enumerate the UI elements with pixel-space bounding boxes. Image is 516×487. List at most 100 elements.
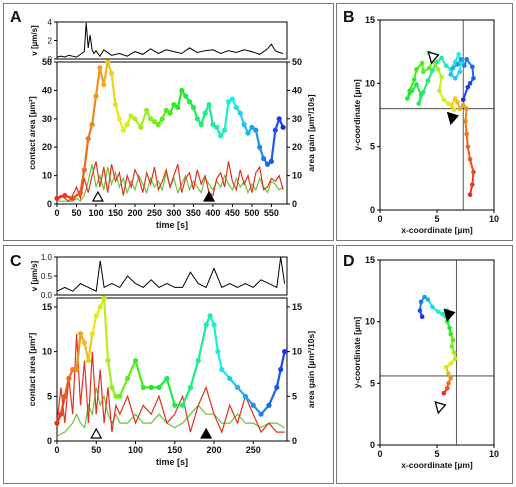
panel-label-a: A <box>10 9 22 26</box>
a-area-gain-red-series <box>56 161 284 203</box>
c-contact-area-point <box>211 322 217 328</box>
b-marker-open <box>427 51 440 65</box>
a-contact-area-point <box>147 116 154 122</box>
c-xtick-label: 150 <box>167 445 182 455</box>
c-marker-open <box>90 427 103 439</box>
b-trajectory-point <box>414 67 419 72</box>
d-trajectory-point <box>449 344 455 349</box>
c-contact-area-segment <box>275 369 282 388</box>
d-trajectory-point <box>441 390 447 396</box>
d-trajectory-point <box>448 376 453 381</box>
a-xtick-label: 300 <box>166 208 181 218</box>
a-contact-area-point <box>132 116 138 122</box>
a-xtick-label: 100 <box>88 208 103 218</box>
a-contact-area-point <box>151 119 158 125</box>
a-ytick-left-label: 50 <box>42 57 52 67</box>
a-contact-area-point <box>225 99 232 105</box>
c-velocity-ytick-label: 0.5 <box>41 272 53 281</box>
c-area-gain-red-series <box>56 333 285 434</box>
a-contact-area-point <box>175 104 181 111</box>
panel-b-frame <box>336 3 513 241</box>
b-trajectory-point <box>464 56 469 62</box>
c-contact-area-point <box>58 411 64 417</box>
d-marker-open <box>434 401 447 415</box>
d-ytick-label: 0 <box>370 440 375 450</box>
a-contact-area-point <box>272 127 278 133</box>
panel-label-c: C <box>10 253 22 270</box>
a-contact-area-point <box>69 195 76 201</box>
a-contact-area-point <box>155 121 161 128</box>
a-xtick-label: 350 <box>186 208 201 218</box>
a-contact-area-segment <box>223 101 230 131</box>
c-contact-area-point <box>148 384 154 390</box>
a-contact-area-point <box>190 104 197 111</box>
a-xtick-label: 450 <box>225 208 240 218</box>
b-trajectory-point <box>465 84 471 90</box>
a-contact-area-point <box>163 107 169 113</box>
a-xtick-label: 250 <box>147 208 162 218</box>
c-contact-area-point <box>207 313 213 319</box>
a-ytick-left-label: 0 <box>47 199 52 209</box>
a-contact-area-point <box>179 87 185 93</box>
a-contact-area-point <box>138 124 144 130</box>
c-xtick-label: 100 <box>128 445 143 455</box>
a-xtick-label: 500 <box>244 208 259 218</box>
d-ytick-label: 15 <box>365 255 375 265</box>
a-contact-area-segment <box>94 67 101 97</box>
d-xlabel: x-coordinate [µm] <box>401 460 473 470</box>
panel-label-d: D <box>343 253 355 270</box>
b-trajectory-point <box>467 192 473 198</box>
b-trajectory-point <box>446 101 451 106</box>
a-contact-area-point <box>54 195 60 201</box>
b-trajectory-point <box>439 74 444 80</box>
a-contact-area-point <box>214 124 220 130</box>
c-contact-area-segment <box>267 386 278 406</box>
c-velocity-ytick-label: 1.0 <box>41 253 53 262</box>
a-ytick-right-label: 30 <box>292 114 302 124</box>
a-contact-area-point <box>81 167 87 173</box>
b-trajectory-point <box>465 144 471 149</box>
c-ytick-left-label: 5 <box>47 391 52 401</box>
b-trajectory-point <box>419 60 425 66</box>
a-contact-area-point <box>167 110 173 116</box>
a-contact-area-point <box>261 155 267 162</box>
a-contact-area-point <box>101 82 107 88</box>
d-trajectory-point <box>430 304 435 310</box>
c-velocity-series <box>56 256 286 292</box>
a-velocity-axes <box>56 21 288 60</box>
a-contact-area-point <box>241 121 247 128</box>
a-contact-area-point <box>233 104 239 111</box>
a-xlabel: time [s] <box>156 220 188 230</box>
c-contact-area-point <box>242 393 248 399</box>
b-ytick-label: 5 <box>370 142 375 152</box>
b-trajectory-point <box>435 67 441 72</box>
d-trajectory-point <box>443 365 449 370</box>
b-trajectory-point <box>451 107 457 113</box>
a-contact-area-point <box>280 124 286 130</box>
c-contact-area-point <box>187 384 194 390</box>
a-ytick-right-label: 10 <box>292 171 302 181</box>
a-contact-area-point <box>257 144 263 150</box>
b-trajectory-point <box>471 75 476 81</box>
c-contact-area-point <box>234 384 241 390</box>
c-contact-area-point <box>215 349 221 355</box>
b-xtick-label: 10 <box>489 214 499 224</box>
a-contact-area-point <box>62 192 68 199</box>
a-contact-area-point <box>116 116 122 122</box>
a-contact-area-point <box>194 116 200 122</box>
a-velocity-series <box>56 22 284 58</box>
d-trajectory-point <box>448 361 453 366</box>
c-marker-filled <box>200 427 213 439</box>
c-contact-area-point <box>219 366 225 373</box>
a-xtick-label: 200 <box>127 208 142 218</box>
d-axes <box>379 259 495 446</box>
a-contact-area-point <box>198 121 204 128</box>
a-ytick-left-label: 30 <box>42 114 52 124</box>
c-xlabel: time [s] <box>156 457 188 467</box>
b-trajectory-point <box>409 88 415 94</box>
c-ytick-left-label: 0 <box>47 436 52 446</box>
a-marker-filled <box>203 190 216 202</box>
c-contact-area-point <box>97 304 103 310</box>
c-contact-area-point <box>172 402 178 408</box>
a-contact-area-point <box>206 102 212 108</box>
